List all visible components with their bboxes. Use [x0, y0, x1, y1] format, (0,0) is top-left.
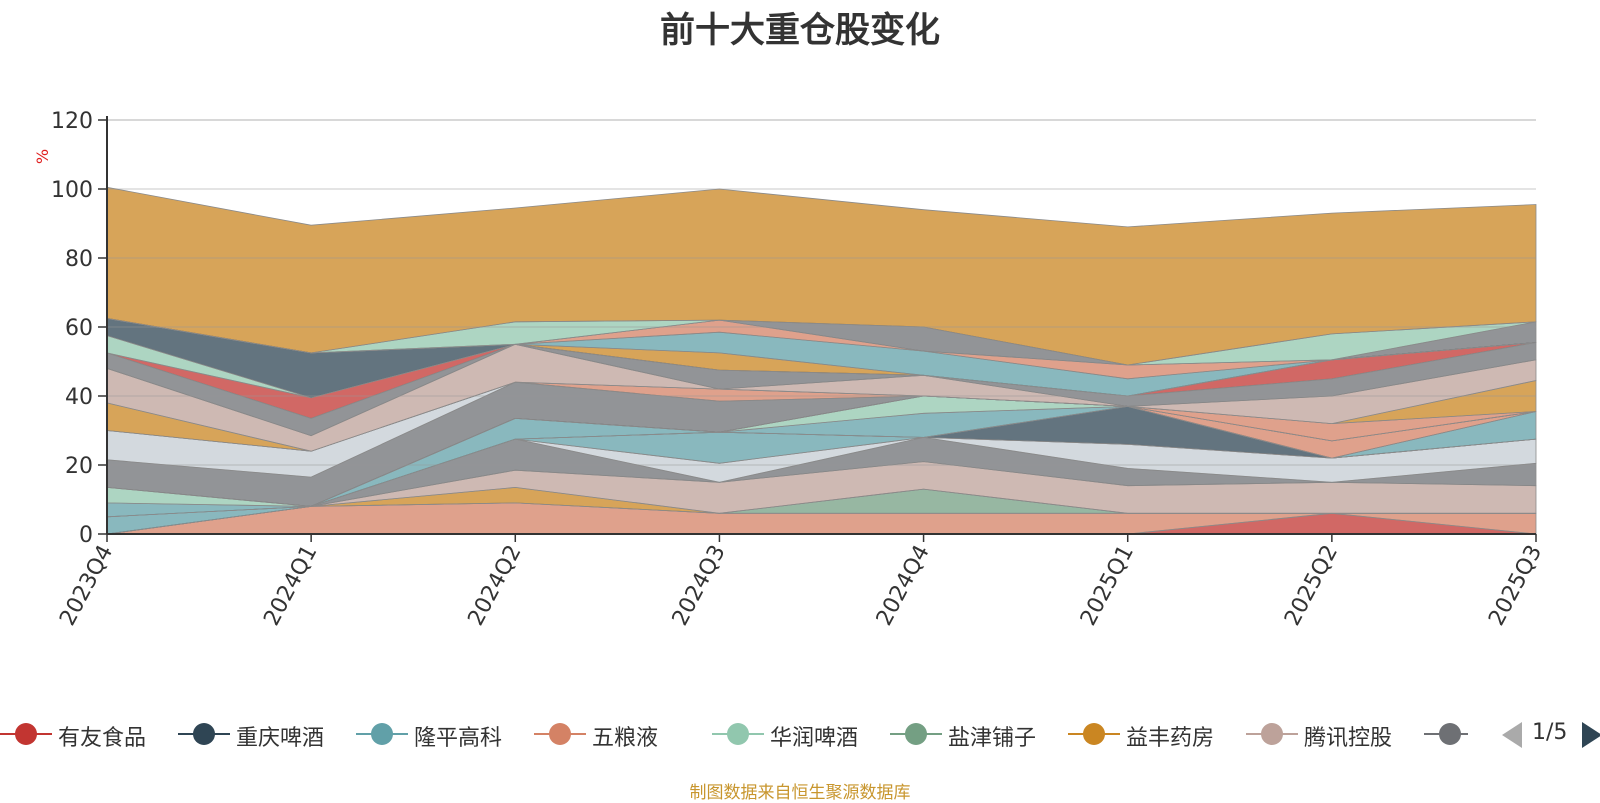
- legend-marker-dot: [371, 723, 393, 745]
- legend-marker-icon: [890, 723, 942, 745]
- legend-marker-icon: [1246, 723, 1298, 745]
- legend-marker-icon: [1424, 723, 1468, 745]
- legend-marker-dot: [1083, 723, 1105, 745]
- chart-plot: 0 20 40 60 80 100 120% 2023Q4 2024Q1 2024Q2 2024Q3…: [33, 109, 1547, 630]
- legend-marker-dot: [549, 723, 571, 745]
- chart-title: 前十大重仓股变化: [659, 11, 940, 51]
- x-tick-label: 2024Q1: [259, 541, 322, 630]
- y-tick-label: 0: [79, 523, 93, 548]
- y-tick-label: 80: [65, 247, 93, 272]
- legend-marker-icon: [712, 723, 764, 745]
- area-series-group: [106, 186, 1537, 535]
- legend-marker-icon: [1068, 723, 1120, 745]
- legend-items: 有友食品重庆啤酒隆平高科五粮液华润啤酒盐津铺子益丰药房腾讯控股古井贡酒: [0, 712, 1468, 756]
- legend-marker-icon: [356, 723, 408, 745]
- legend-label: 益丰药房: [1126, 726, 1215, 751]
- y-tick-label: 120: [51, 109, 93, 134]
- legend-marker-dot: [727, 723, 749, 745]
- legend-next-page-icon[interactable]: [1580, 720, 1600, 750]
- legend-prev-arrow: [1502, 722, 1522, 748]
- y-tick-label: 40: [65, 385, 93, 410]
- legend-marker-dot: [1439, 723, 1461, 745]
- y-tick-label: 20: [65, 454, 93, 479]
- x-tick-label: 2024Q2: [464, 541, 527, 630]
- y-tick-label: 100: [51, 178, 93, 203]
- legend-marker-dot: [1261, 723, 1283, 745]
- y-axis-unit-label: %: [33, 149, 52, 164]
- legend-label: 有友食品: [58, 726, 147, 751]
- legend: 有友食品重庆啤酒隆平高科五粮液华润啤酒盐津铺子益丰药房腾讯控股古井贡酒 1/5: [0, 712, 1600, 756]
- area-series-28: [106, 186, 1537, 366]
- legend-label: 腾讯控股: [1304, 726, 1393, 751]
- x-tick-label: 2024Q4: [872, 541, 935, 630]
- legend-marker-dot: [905, 723, 927, 745]
- legend-page-indicator: 1/5: [1532, 720, 1568, 745]
- source-note: 制图数据来自恒生聚源数据库: [689, 783, 911, 803]
- x-tick-label: 2025Q1: [1076, 541, 1139, 630]
- legend-label: 五粮液: [592, 726, 659, 751]
- legend-marker-icon: [534, 723, 586, 745]
- legend-marker-dot: [193, 723, 215, 745]
- legend-next-arrow: [1582, 722, 1600, 748]
- legend-label: 重庆啤酒: [236, 726, 325, 751]
- x-tick-label: 2024Q3: [668, 541, 731, 630]
- legend-label: 隆平高科: [414, 726, 503, 751]
- x-tick-label: 2025Q3: [1484, 541, 1547, 630]
- legend-label: 华润啤酒: [770, 726, 859, 751]
- legend-prev-page-icon[interactable]: [1498, 720, 1524, 750]
- x-tick-label: 2023Q4: [55, 541, 118, 630]
- x-tick-label: 2025Q2: [1280, 541, 1343, 630]
- legend-marker-dot: [15, 723, 37, 745]
- y-tick-label: 60: [65, 316, 93, 341]
- legend-marker-icon: [0, 723, 52, 745]
- legend-label: 盐津铺子: [948, 726, 1037, 751]
- legend-marker-icon: [178, 723, 230, 745]
